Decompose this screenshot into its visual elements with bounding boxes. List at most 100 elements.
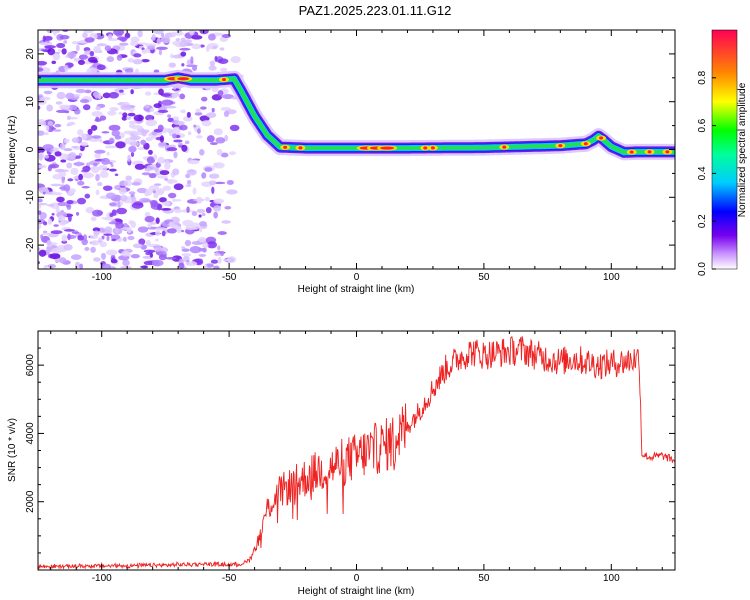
noise-blob bbox=[171, 31, 176, 38]
noise-blob bbox=[100, 263, 112, 269]
noise-blob bbox=[38, 99, 47, 105]
noise-blob bbox=[157, 175, 168, 179]
noise-blob bbox=[115, 221, 124, 229]
spectrogram-x-label: Height of straight line (km) bbox=[298, 284, 415, 295]
noise-blob bbox=[165, 128, 173, 133]
noise-blob bbox=[126, 116, 132, 120]
noise-blob bbox=[213, 211, 218, 219]
noise-blob bbox=[195, 108, 201, 113]
noise-blob bbox=[103, 233, 113, 236]
noise-blob bbox=[99, 241, 107, 248]
noise-blob bbox=[132, 58, 143, 65]
noise-blob bbox=[110, 163, 114, 168]
colorbar: 0.0 0.2 0.4 0.6 0.8 Normalized spectral ampl… bbox=[697, 29, 748, 276]
colorbar-tick-label: 0.6 bbox=[697, 118, 708, 132]
noise-blob bbox=[43, 264, 48, 269]
noise-blob bbox=[230, 56, 241, 64]
noise-blob bbox=[221, 220, 231, 224]
noise-blob bbox=[118, 111, 123, 115]
noise-blob bbox=[97, 181, 103, 187]
noise-blob bbox=[106, 151, 110, 156]
noise-blob bbox=[214, 55, 218, 62]
noise-blob bbox=[54, 123, 62, 128]
noise-blob bbox=[153, 103, 162, 109]
noise-blob bbox=[167, 228, 177, 234]
ridge-peak bbox=[430, 146, 435, 150]
noise-blob bbox=[179, 93, 186, 100]
noise-blob bbox=[204, 196, 210, 202]
x-tick-label: 50 bbox=[478, 573, 490, 584]
noise-blob bbox=[119, 200, 124, 206]
noise-blob bbox=[148, 149, 153, 155]
noise-blob bbox=[206, 112, 217, 118]
noise-blob bbox=[74, 261, 81, 269]
noise-blob bbox=[214, 251, 221, 257]
noise-blob bbox=[145, 188, 153, 196]
noise-blob bbox=[99, 170, 109, 179]
noise-blob bbox=[50, 164, 56, 168]
noise-blob bbox=[191, 43, 202, 50]
noise-blob bbox=[171, 93, 180, 98]
noise-blob bbox=[38, 130, 45, 136]
noise-blob bbox=[104, 45, 112, 52]
noise-blob bbox=[46, 240, 52, 246]
noise-blob bbox=[167, 192, 177, 199]
colorbar-label: Normalized spectral amplitude bbox=[737, 82, 748, 217]
noise-blob bbox=[213, 205, 222, 212]
noise-blob bbox=[95, 105, 101, 111]
noise-blob bbox=[206, 241, 218, 249]
noise-blob bbox=[140, 265, 149, 269]
noise-blob bbox=[116, 54, 123, 61]
noise-blob bbox=[211, 107, 215, 113]
noise-blob bbox=[155, 230, 161, 237]
noise-blob bbox=[47, 48, 56, 56]
snr-x-ticks: -100 -50 0 50 100 bbox=[50, 331, 663, 584]
noise-blob bbox=[67, 115, 71, 121]
colorbar-tick-label: 0.2 bbox=[697, 214, 708, 228]
noise-blob bbox=[59, 221, 66, 226]
noise-blob bbox=[89, 50, 95, 57]
ridge-layer bbox=[38, 75, 675, 155]
noise-blob bbox=[38, 249, 47, 257]
noise-blob bbox=[109, 107, 119, 112]
noise-blob bbox=[55, 101, 63, 105]
noise-blob bbox=[82, 32, 88, 39]
ridge-peak bbox=[177, 77, 190, 81]
noise-blob bbox=[199, 115, 210, 122]
noise-blob bbox=[99, 139, 103, 143]
noise-blob bbox=[106, 56, 115, 63]
noise-blob bbox=[172, 85, 177, 90]
noise-blob bbox=[143, 249, 156, 253]
noise-blob bbox=[208, 173, 220, 179]
noise-blob bbox=[116, 36, 128, 41]
noise-blob bbox=[96, 43, 107, 47]
noise-blob bbox=[130, 40, 139, 47]
noise-blob bbox=[95, 116, 100, 122]
noise-blob bbox=[159, 197, 167, 203]
noise-blob bbox=[116, 207, 128, 215]
noise-blob bbox=[59, 153, 69, 161]
noise-blob bbox=[198, 236, 207, 243]
noise-blob bbox=[209, 142, 218, 145]
noise-blob bbox=[145, 114, 153, 120]
snr-x-label: Height of straight line (km) bbox=[298, 586, 415, 597]
noise-blob bbox=[87, 56, 98, 63]
noise-blob bbox=[42, 144, 54, 151]
snr-y-ticks: 2000 4000 6000 bbox=[25, 330, 675, 571]
noise-blob bbox=[130, 89, 134, 95]
noise-blob bbox=[63, 244, 73, 251]
noise-blob bbox=[217, 231, 227, 235]
noise-blob bbox=[155, 46, 168, 51]
noise-blob bbox=[202, 247, 207, 253]
noise-blob bbox=[76, 211, 80, 216]
noise-blob bbox=[208, 65, 217, 71]
noise-blob bbox=[121, 116, 128, 121]
noise-blob bbox=[107, 33, 113, 40]
noise-blob bbox=[148, 173, 157, 179]
noise-blob bbox=[98, 164, 108, 171]
noise-blob bbox=[156, 188, 165, 195]
noise-blob bbox=[160, 32, 165, 38]
noise-blob bbox=[196, 196, 203, 204]
noise-blob bbox=[137, 30, 143, 38]
